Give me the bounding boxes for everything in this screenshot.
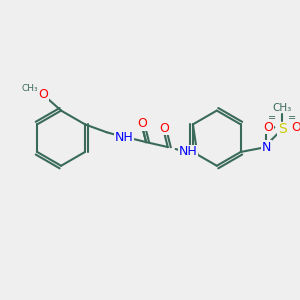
Text: O: O bbox=[38, 88, 48, 101]
Text: =: = bbox=[288, 113, 296, 123]
Text: O: O bbox=[159, 122, 169, 135]
Text: NH: NH bbox=[179, 146, 198, 158]
Text: S: S bbox=[278, 122, 286, 136]
Text: CH₃: CH₃ bbox=[272, 103, 292, 112]
Text: CH₃: CH₃ bbox=[21, 84, 38, 93]
Text: NH: NH bbox=[115, 131, 134, 144]
Text: O: O bbox=[263, 121, 273, 134]
Text: O: O bbox=[291, 121, 300, 134]
Text: =: = bbox=[268, 113, 276, 123]
Text: N: N bbox=[262, 140, 271, 154]
Text: O: O bbox=[137, 117, 147, 130]
